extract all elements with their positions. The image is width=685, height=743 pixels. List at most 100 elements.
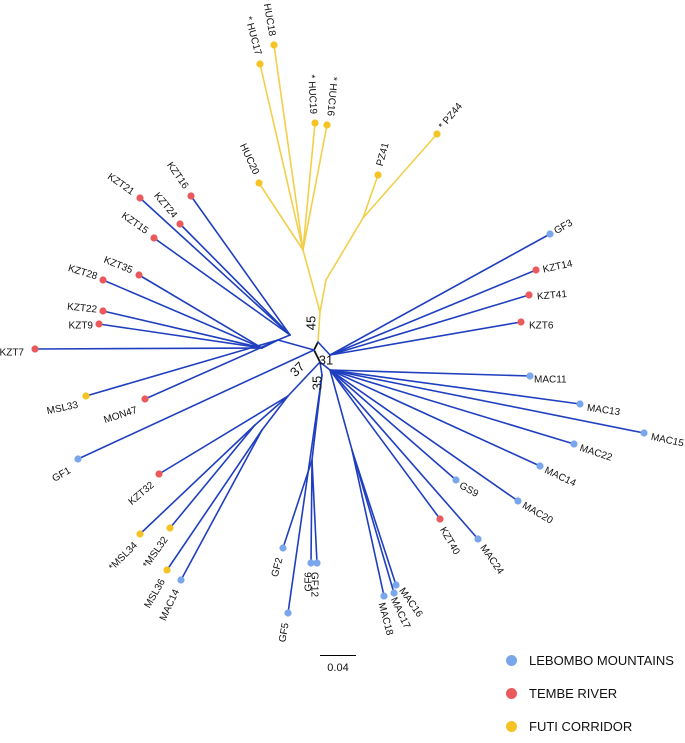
branch: [329, 369, 519, 502]
branch: [85, 339, 279, 397]
branch: [329, 369, 531, 377]
leaf-node-dot: [514, 497, 522, 505]
leaf-node-dot: [436, 515, 444, 523]
branch: [329, 269, 537, 356]
leaf-label: MSL33: [46, 400, 80, 417]
leaf-label: KZT22: [67, 302, 98, 316]
lebombo-dot-icon: [506, 655, 517, 666]
branch: [302, 249, 321, 313]
leaf-node-dot: [155, 470, 163, 478]
branch: [258, 182, 304, 251]
branch: [325, 217, 364, 281]
leaf-node-dot: [570, 440, 578, 448]
leaf-label: MAC15: [650, 432, 685, 450]
branch: [329, 233, 551, 356]
branch: [329, 369, 541, 467]
branch: [329, 369, 645, 434]
legend-label: LEBOMBO MOUNTAINS: [529, 653, 674, 668]
leaf-label: KZT15: [119, 210, 150, 236]
leaf-label: * HUC19: [305, 74, 318, 114]
leaf-label: KZT14: [542, 258, 574, 275]
leaf-node-dot: [99, 276, 107, 284]
branch: [310, 459, 313, 564]
leaf-label: GS9: [457, 480, 480, 500]
leaf-node-dot: [474, 535, 482, 543]
leaf-node-dot: [187, 192, 195, 200]
leaf-label: MAC14: [543, 465, 578, 489]
leaf-label: PZ41: [375, 141, 392, 167]
leaf-node-dot: [99, 307, 107, 315]
scale-bar-label: 0.04: [327, 662, 349, 674]
branch: [102, 310, 263, 349]
branch: [138, 274, 263, 349]
branch: [329, 294, 530, 356]
branch: [302, 122, 316, 251]
leaf-label: GF5: [277, 622, 291, 643]
leaf-node-dot: [323, 121, 331, 129]
branch: [319, 279, 327, 313]
leaf-label: * PZ44: [437, 101, 465, 132]
leaf-node-dot: [74, 455, 82, 463]
leaf-label: MAC11: [534, 375, 567, 386]
leaf-node-dot: [526, 372, 534, 380]
leaf-node-dot: [307, 559, 315, 567]
branch: [179, 223, 291, 336]
leaf-node-dot: [433, 130, 441, 138]
leaf-label: HUC20: [237, 142, 261, 177]
tembe-dot-icon: [506, 688, 517, 699]
leaf-label: KZT9: [69, 321, 94, 332]
branch: [139, 424, 256, 535]
leaf-label: GF3: [552, 217, 575, 236]
branch: [259, 63, 304, 251]
leaf-node-dot: [392, 581, 400, 589]
leaf-node-dot: [313, 559, 321, 567]
leaf-node-dot: [546, 230, 554, 238]
branch: [319, 361, 323, 376]
bootstrap-support-value: 31: [319, 352, 333, 367]
bootstrap-support-value: 35: [309, 376, 324, 390]
branch: [180, 429, 263, 581]
leaf-label: KZT32: [127, 480, 157, 508]
leaf-node-dot: [536, 462, 544, 470]
branch: [169, 424, 256, 529]
leaf-node-dot: [284, 609, 292, 617]
legend-label: TEMBE RIVER: [529, 686, 618, 701]
leaf-node-dot: [576, 400, 584, 408]
leaf-label: *MSL32: [141, 535, 171, 571]
leaf-node-dot: [532, 266, 540, 274]
branch: [153, 237, 291, 336]
leaf-label: KZT21: [105, 171, 136, 197]
leaf-label: MAC13: [586, 403, 621, 419]
branch: [311, 459, 318, 564]
branch: [277, 339, 315, 351]
leaf-node-dot: [256, 60, 264, 68]
leaf-label: KZT6: [529, 321, 554, 332]
branch: [287, 374, 323, 614]
leaf-label: * HUC17: [242, 15, 263, 56]
futi-dot-icon: [506, 721, 517, 732]
branch: [166, 429, 263, 571]
leaf-node-dot: [452, 476, 460, 484]
scale-bar: 0.04: [320, 655, 356, 674]
branch: [329, 369, 581, 405]
branch: [351, 449, 397, 586]
leaf-label: MAC24: [477, 543, 505, 577]
leaf-label: *MSL34: [107, 540, 140, 573]
branch: [329, 369, 479, 540]
scale-bar-line: [320, 655, 356, 656]
branch: [34, 347, 263, 350]
branch: [329, 369, 457, 481]
leaf-label: * HUC16: [324, 76, 338, 117]
leaf-node-dot: [380, 592, 388, 600]
branch: [329, 321, 522, 356]
branch: [190, 195, 291, 336]
leaf-node-dot: [311, 119, 319, 127]
branch: [144, 339, 279, 400]
leaf-node-dot: [517, 318, 525, 326]
branch: [317, 341, 331, 356]
leaf-label: KZT24: [151, 191, 179, 221]
branch: [102, 279, 263, 349]
branch: [77, 349, 315, 460]
branch: [254, 395, 289, 426]
